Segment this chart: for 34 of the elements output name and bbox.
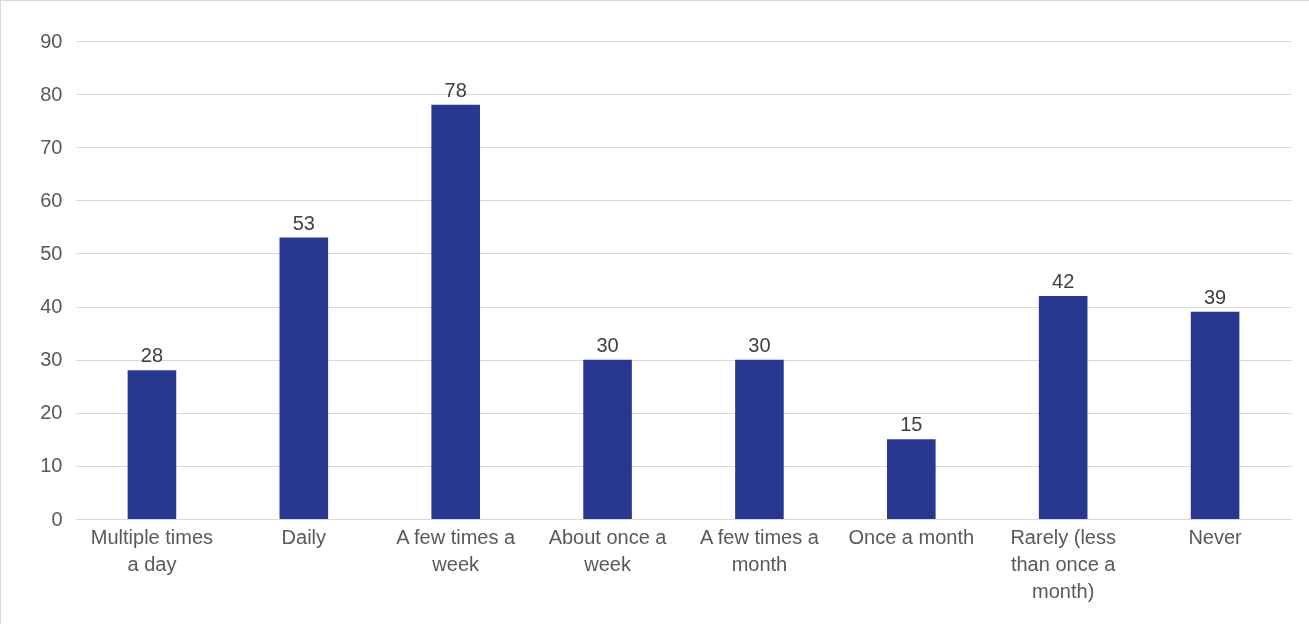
data-label: 53 <box>292 211 315 234</box>
data-label: 39 <box>1203 285 1227 308</box>
x-tick-label: Daily <box>281 525 327 548</box>
bar <box>1038 295 1088 519</box>
data-label: 30 <box>596 333 619 356</box>
y-tick-label: 80 <box>40 82 63 105</box>
x-tick-label: About once a week <box>548 525 668 575</box>
x-tick-label: A few times a week <box>396 525 517 575</box>
bar <box>583 359 632 519</box>
bar <box>887 439 936 519</box>
bar <box>279 237 329 519</box>
bar <box>127 370 177 519</box>
y-tick-label: 40 <box>40 295 63 318</box>
data-label: 78 <box>444 78 467 101</box>
x-tick-label: Rarely (less than once a month) <box>1010 525 1117 602</box>
bar <box>735 359 784 519</box>
y-tick-label: 50 <box>40 241 63 264</box>
bar <box>1190 311 1240 519</box>
y-tick-label: 30 <box>40 348 63 371</box>
data-label: 28 <box>140 344 164 367</box>
data-label: 42 <box>1052 269 1075 292</box>
y-tick-label: 0 <box>51 507 63 530</box>
data-label: 30 <box>748 333 771 356</box>
x-tick-label: A few times a month <box>699 525 820 575</box>
y-tick-label: 20 <box>40 401 63 424</box>
y-tick-label: 90 <box>40 29 63 52</box>
y-tick-label: 60 <box>40 188 63 211</box>
y-tick-label: 10 <box>40 454 63 477</box>
x-tick-label: Never <box>1188 525 1243 548</box>
x-tick-label: Multiple times a day <box>90 525 214 575</box>
bar <box>431 104 480 519</box>
y-tick-label: 70 <box>40 135 63 158</box>
x-tick-label: Once a month <box>848 525 975 548</box>
data-label: 15 <box>900 413 923 436</box>
